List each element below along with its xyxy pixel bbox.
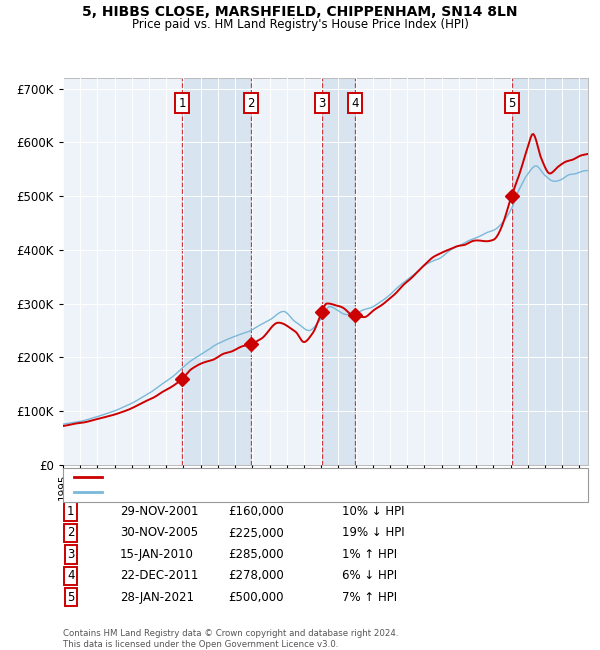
Text: 22-DEC-2011: 22-DEC-2011 [120,569,199,582]
Text: 19% ↓ HPI: 19% ↓ HPI [342,526,404,539]
Text: 3: 3 [67,548,74,561]
Text: 2: 2 [247,97,255,110]
Text: 5: 5 [67,591,74,604]
Bar [512,78,588,465]
Text: 15-JAN-2010: 15-JAN-2010 [120,548,194,561]
Text: 1% ↑ HPI: 1% ↑ HPI [342,548,397,561]
Text: 30-NOV-2005: 30-NOV-2005 [120,526,198,539]
Text: 4: 4 [352,97,359,110]
Text: 3: 3 [318,97,326,110]
Text: 6% ↓ HPI: 6% ↓ HPI [342,569,397,582]
Text: £500,000: £500,000 [228,591,284,604]
Text: Price paid vs. HM Land Registry's House Price Index (HPI): Price paid vs. HM Land Registry's House … [131,18,469,31]
Text: 7% ↑ HPI: 7% ↑ HPI [342,591,397,604]
Text: 5, HIBBS CLOSE, MARSHFIELD, CHIPPENHAM, SN14 8LN: 5, HIBBS CLOSE, MARSHFIELD, CHIPPENHAM, … [82,5,518,19]
Text: 1: 1 [178,97,185,110]
Text: 1: 1 [67,505,74,518]
Text: 29-NOV-2001: 29-NOV-2001 [120,505,199,518]
Text: 10% ↓ HPI: 10% ↓ HPI [342,505,404,518]
Text: £285,000: £285,000 [228,548,284,561]
Text: 4: 4 [67,569,74,582]
Bar [182,78,251,465]
Text: 5, HIBBS CLOSE, MARSHFIELD, CHIPPENHAM, SN14 8LN (detached house): 5, HIBBS CLOSE, MARSHFIELD, CHIPPENHAM, … [108,473,475,482]
Text: £278,000: £278,000 [228,569,284,582]
Text: 5: 5 [508,97,515,110]
Text: £160,000: £160,000 [228,505,284,518]
Bar [322,78,355,465]
Text: Contains HM Land Registry data © Crown copyright and database right 2024.
This d: Contains HM Land Registry data © Crown c… [63,629,398,649]
Text: 28-JAN-2021: 28-JAN-2021 [120,591,194,604]
Text: 2: 2 [67,526,74,539]
Text: HPI: Average price, detached house, South Gloucestershire: HPI: Average price, detached house, Sout… [108,488,403,497]
Text: £225,000: £225,000 [228,526,284,539]
